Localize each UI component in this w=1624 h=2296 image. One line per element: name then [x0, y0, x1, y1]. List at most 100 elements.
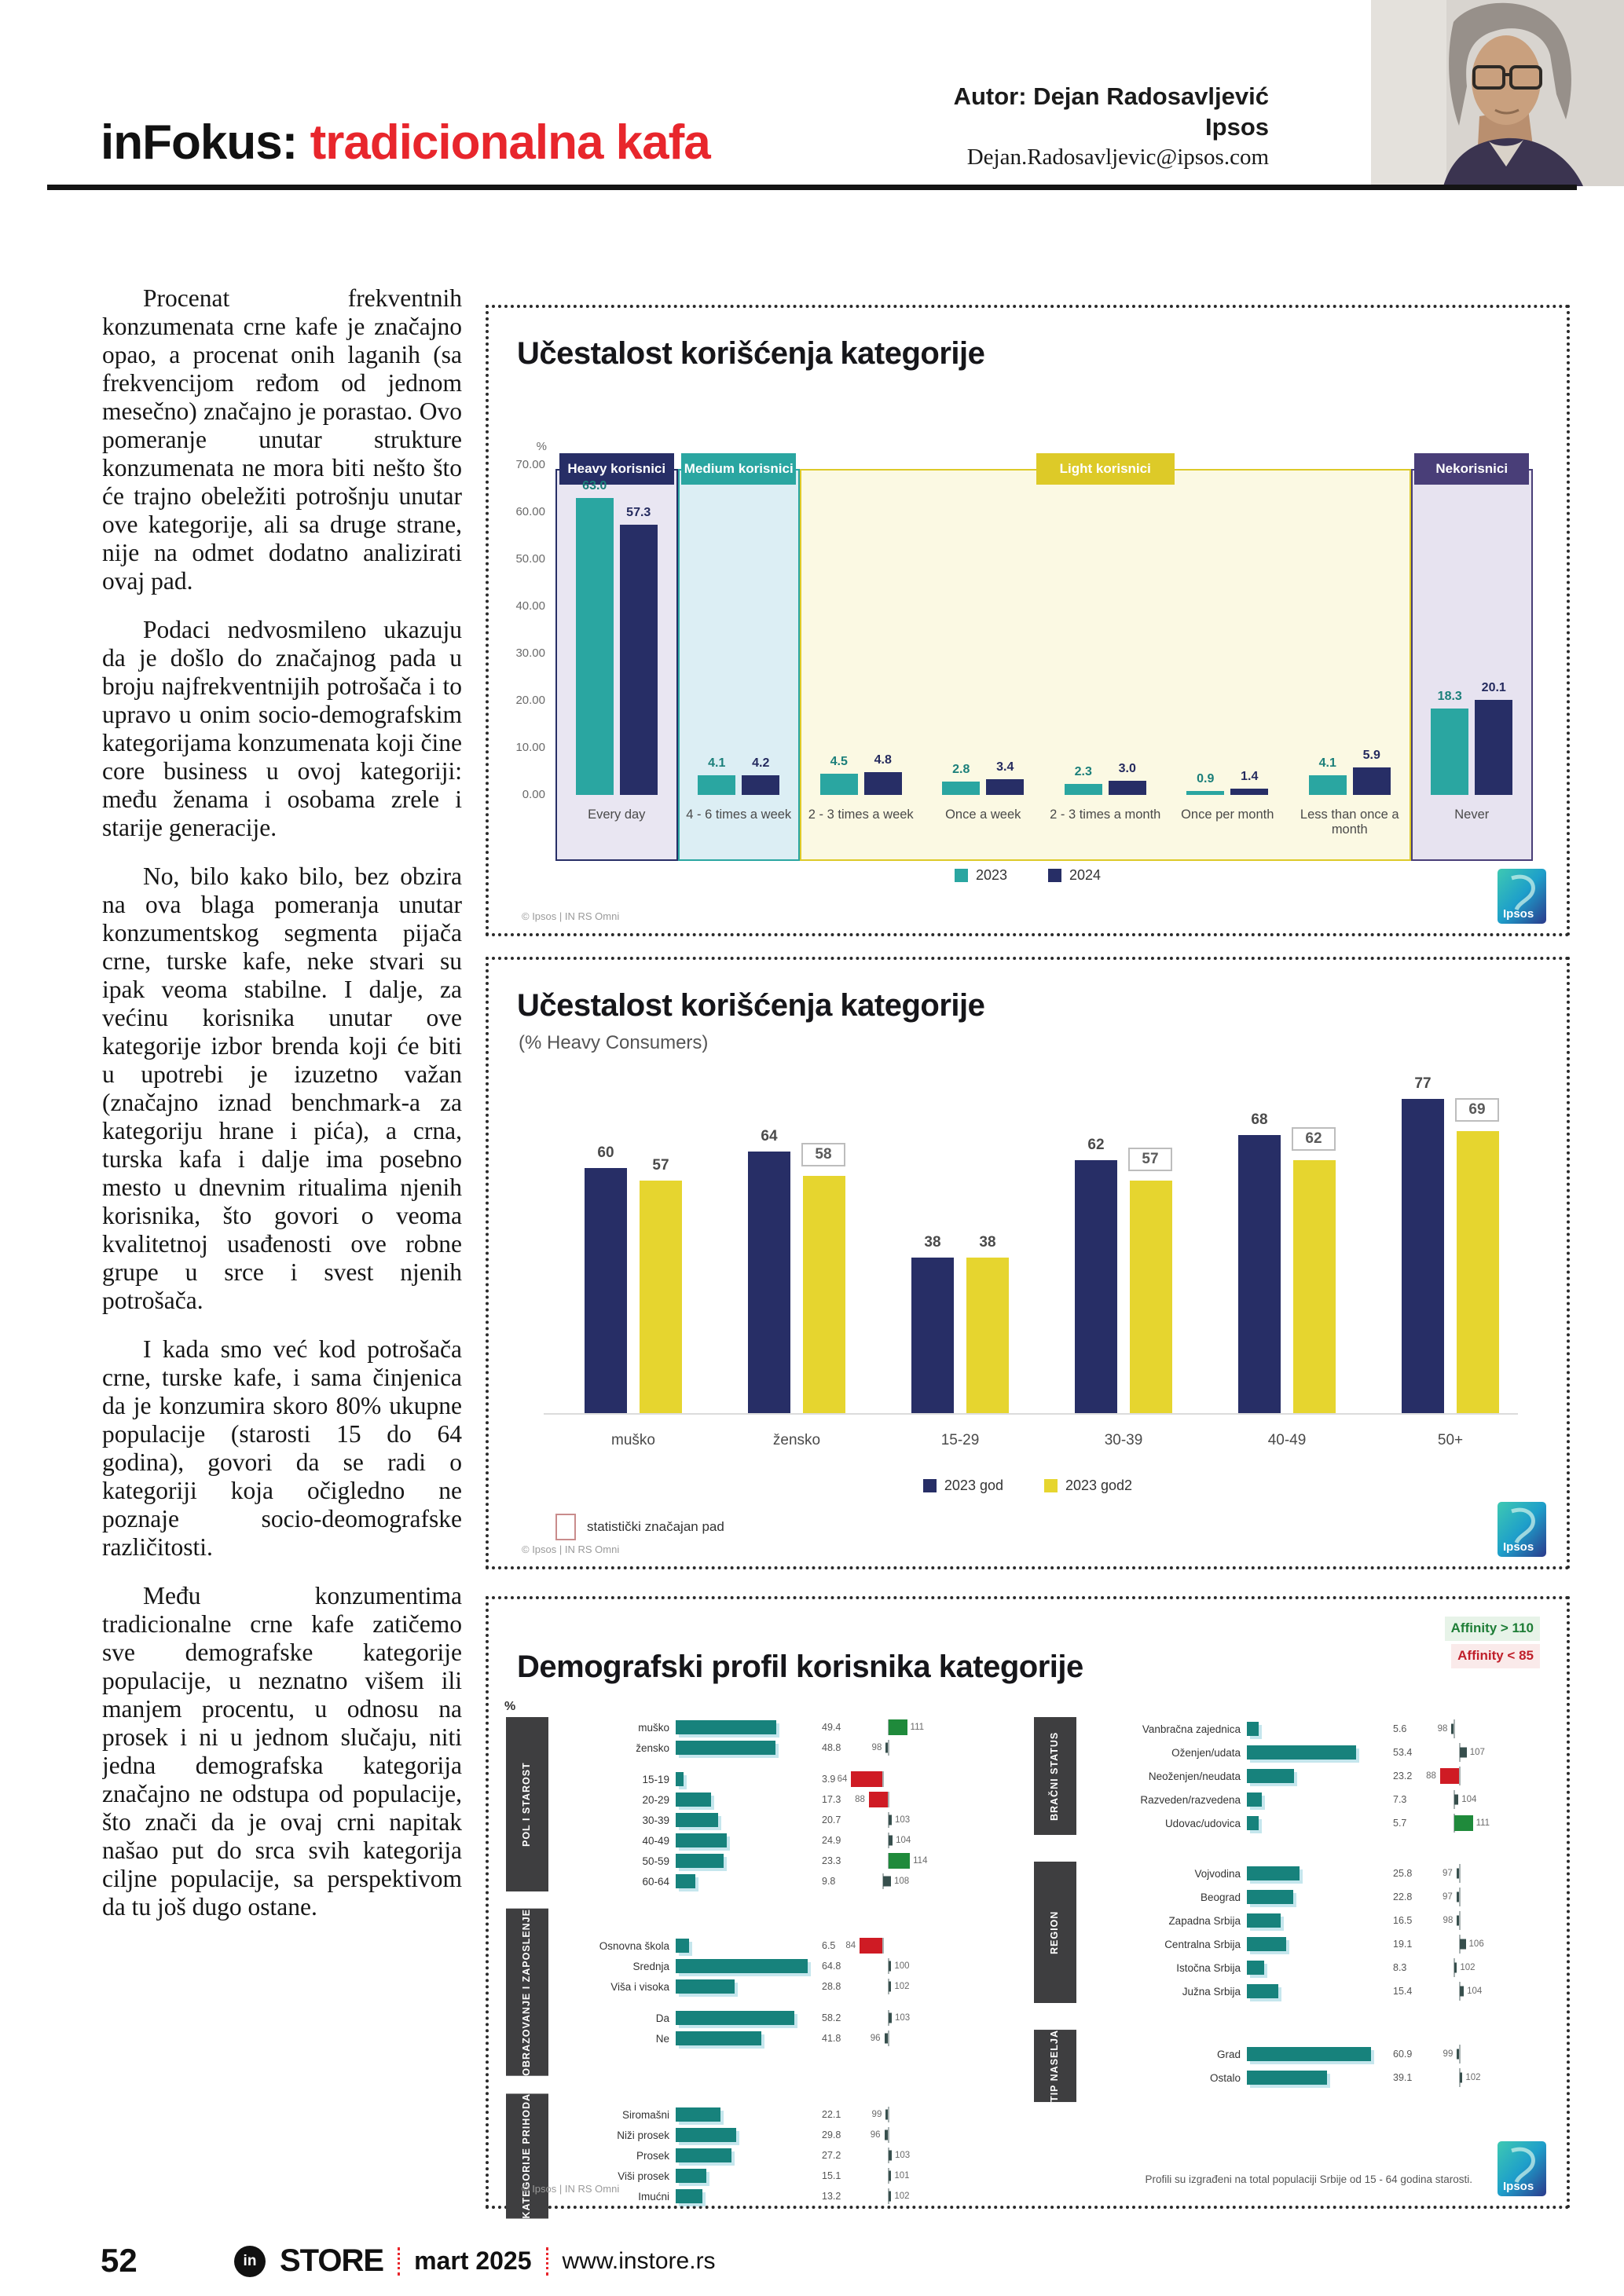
tick-label: 50.00: [515, 552, 545, 566]
group-rows: Siromašni 22.1 99 Niži prosek 29.8 96 Prosek 27…: [548, 2093, 1025, 2218]
tick-label: 70.00: [515, 458, 545, 471]
bar-2024: [1475, 700, 1513, 795]
bar-2023 god2: [966, 1258, 1009, 1413]
affinity-axis: [1454, 1719, 1456, 1738]
author-email: Dejan.Radosavljevic@ipsos.com: [966, 144, 1269, 170]
value-label: 60: [597, 1144, 614, 1161]
website-url: www.instore.rs: [562, 2247, 716, 2274]
row-bar-track: [1247, 2071, 1388, 2085]
row-value: 17.3: [822, 1794, 841, 1805]
row-bar-track: [1247, 1961, 1388, 1975]
affinity-bar: [889, 1814, 892, 1825]
affinity-bar: [885, 1742, 889, 1753]
article-text-column: Procenat frekventnih konzumenata crne ka…: [102, 284, 462, 2044]
value-label-boxed: 62: [1292, 1126, 1336, 1151]
affinity-bar: [889, 1961, 892, 1972]
row-bar-track: [676, 1874, 817, 1888]
affinity-bar: [884, 2033, 889, 2044]
category-label: Every day: [588, 807, 646, 822]
bar-2023 god2: [1457, 1131, 1499, 1413]
row-bar-track: [1247, 1745, 1388, 1760]
chart3-unit-label: %: [504, 1700, 516, 1713]
bar-2023 god2: [1130, 1180, 1172, 1413]
category-label: 2 - 3 times a week: [808, 807, 914, 822]
significance-note-label: statistički značajan pad: [587, 1519, 724, 1534]
profile-row: Grad 60.9 99: [1080, 2042, 1553, 2066]
bar-2024: [1352, 767, 1391, 795]
row-bar: [1247, 1792, 1262, 1807]
affinity-value: 88: [1426, 1771, 1436, 1781]
tick-label: 40.00: [515, 599, 545, 613]
affinity-cell: 99: [841, 2104, 959, 2125]
affinity-cell: 98: [1406, 1717, 1524, 1741]
body-paragraph: Među konzumentima tradicionalne crne kaf…: [102, 1582, 462, 1921]
value-label: 18.3: [1437, 690, 1462, 704]
affinity-bar: [889, 1835, 893, 1846]
value-label: 63.0: [582, 479, 607, 493]
row-bar-track: [1247, 1816, 1388, 1830]
chart2-source: © Ipsos | IN RS Omni: [522, 1543, 620, 1555]
value-label: 4.1: [1318, 756, 1336, 771]
value-label: 5.9: [1362, 748, 1380, 762]
row-value: 24.9: [822, 1835, 841, 1846]
affinity-value: 102: [894, 2192, 910, 2202]
page-title-prefix: inFokus:: [101, 115, 298, 170]
svg-text:Ipsos: Ipsos: [1503, 1540, 1534, 1554]
profile-group: TIP NASELJA Grad 60.9 99 Ostalo 39.1 102: [1034, 2030, 1553, 2103]
bar-2023: [575, 498, 614, 795]
row-label: Vanbračna zajednica: [1142, 1723, 1241, 1735]
profile-row: Vojvodina 25.8 97: [1080, 1862, 1553, 1885]
affinity-value: 96: [870, 2130, 881, 2140]
affinity-value: 102: [894, 1982, 910, 1992]
row-bar-track: [676, 1720, 817, 1734]
value-label: 38: [979, 1234, 996, 1251]
affinity-cell: 106: [1412, 1932, 1530, 1956]
profile-row: Srednja 64.8 100: [552, 1956, 1025, 1976]
bar-2023 god2: [640, 1180, 682, 1413]
affinity-bar: [889, 2170, 892, 2181]
chart-legend: 2023 god 2023 god2: [489, 1478, 1567, 1494]
profile-row: Ostalo 39.1 102: [1080, 2066, 1553, 2089]
bar-2023: [1186, 790, 1225, 795]
value-label: 4.8: [874, 753, 892, 767]
bar-2023 god: [585, 1168, 627, 1413]
value-label: 0.9: [1197, 771, 1215, 785]
bar-2023: [698, 775, 736, 795]
legend-swatch: [1043, 1479, 1058, 1492]
profile-row: Neoženjen/neudata 23.2 88: [1080, 1764, 1553, 1788]
group-label-tip-naselja: TIP NASELJA: [1034, 2030, 1076, 2103]
profile-row: žensko 48.8 98: [552, 1738, 1025, 1758]
row-bar-track: [676, 1772, 817, 1786]
value-label-boxed: 58: [801, 1143, 845, 1167]
tick-label: 10.00: [515, 741, 545, 754]
row-bar: [676, 1813, 718, 1827]
affinity-value: 103: [894, 2013, 911, 2023]
row-label: 15-19: [642, 1773, 669, 1785]
affinity-axis: [888, 2127, 890, 2144]
body-paragraph: No, bilo kako bilo, bez obzira na ova bl…: [102, 862, 462, 1314]
row-value: 15.4: [1393, 1986, 1413, 1997]
profile-group: POL I STAROST muško 49.4 111 žensko 48.8 98 15-…: [506, 1717, 1025, 1891]
row-value: 23.2: [1393, 1771, 1413, 1782]
row-bar: [676, 1939, 689, 1954]
legend-item: 2024: [1048, 867, 1101, 884]
profile-panel: BRAČNI STATUS Vanbračna zajednica 5.6 98 Ože…: [1034, 1717, 1553, 2103]
value-label: 57: [652, 1156, 669, 1174]
category-label: Once a week: [945, 807, 1021, 822]
row-bar-track: [676, 2169, 817, 2184]
row-value: 3.9: [822, 1774, 836, 1785]
affinity-value: 88: [855, 1795, 865, 1804]
value-label: 3.4: [996, 760, 1014, 774]
affinity-cell: 97: [1412, 1862, 1530, 1885]
chart-usage-frequency: Heavy korisnici Medium korisnici Light kor…: [486, 305, 1570, 936]
affinity-value: 101: [894, 2171, 910, 2181]
affinity-cell: 64: [835, 1769, 953, 1789]
row-bar: [676, 1874, 696, 1888]
chart2-plot-area: 60 57 muško 64 58 žensko 38 38 15-29 62 57 30-39 68 6…: [489, 960, 1567, 1566]
affinity-cell: 98: [841, 1738, 959, 1758]
row-bar-track: [1247, 2047, 1388, 2062]
affinity-cell: 103: [841, 2145, 959, 2166]
row-bar: [676, 1979, 735, 1994]
row-value: 48.8: [822, 1742, 841, 1753]
